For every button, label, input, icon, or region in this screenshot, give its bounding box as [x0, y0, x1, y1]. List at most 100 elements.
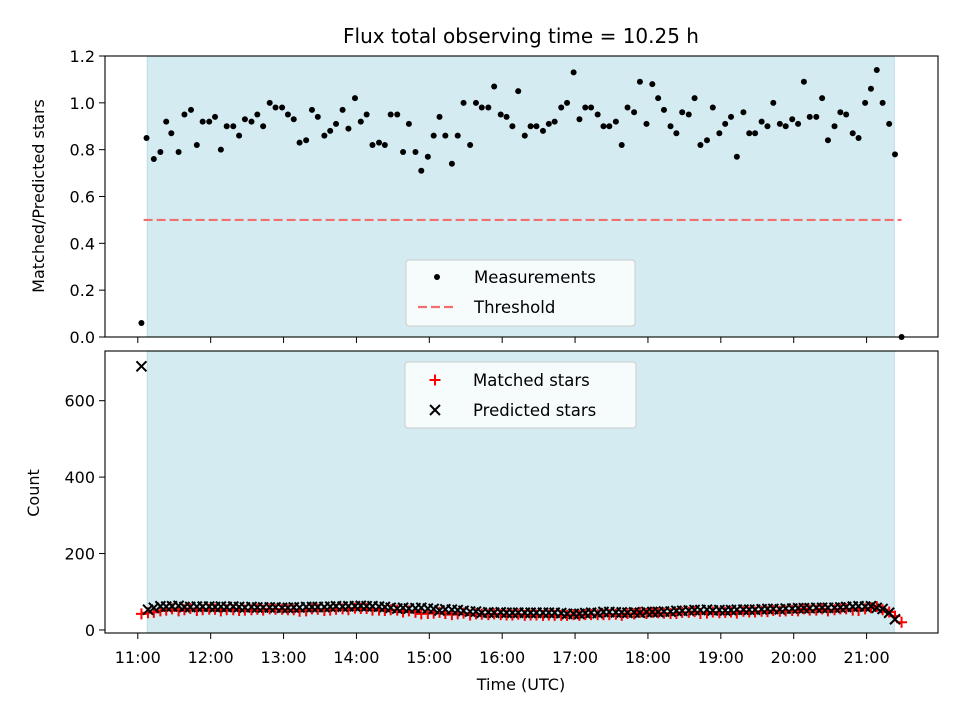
measurement-point — [387, 111, 394, 118]
measurement-point — [539, 127, 546, 134]
measurement-point — [770, 99, 777, 106]
measurement-point — [381, 141, 388, 148]
measurement-point — [582, 104, 589, 111]
measurement-point — [193, 141, 200, 148]
x-tick-label: 14:00 — [333, 648, 379, 667]
measurement-point — [333, 120, 340, 127]
measurement-point — [400, 149, 407, 156]
measurement-point — [862, 99, 869, 106]
measurement-point — [867, 85, 874, 92]
measurement-point — [284, 111, 291, 118]
measurement-point — [236, 132, 243, 139]
matched-star-point — [135, 608, 147, 620]
measurement-point — [782, 123, 789, 130]
top-y-tick-label: 0.0 — [70, 328, 95, 347]
measurement-point — [314, 113, 321, 120]
measurement-point — [478, 104, 485, 111]
measurement-point — [527, 123, 534, 130]
measurement-point — [837, 109, 844, 116]
measurement-point — [892, 151, 899, 158]
measurement-point — [345, 125, 352, 132]
measurement-point — [533, 123, 540, 130]
x-tick-label: 15:00 — [406, 648, 452, 667]
predicted-star-point — [148, 602, 160, 614]
measurement-point — [303, 137, 310, 144]
measurement-point — [442, 132, 449, 139]
measurement-point — [733, 153, 740, 160]
measurement-point — [376, 139, 383, 146]
bottom-legend-box — [404, 361, 637, 429]
measurement-point — [643, 120, 650, 127]
measurement-point — [849, 130, 856, 137]
legend-measurements-label: Measurements — [474, 268, 596, 287]
measurement-point — [254, 111, 261, 118]
measurement-point — [217, 146, 224, 153]
measurement-point — [369, 141, 376, 148]
measurement-point — [290, 116, 297, 123]
measurement-point — [467, 141, 474, 148]
predicted-star-point — [889, 613, 901, 625]
bottom-panel: 11:00 12:00 13:00 14:00 15:00 16:00 17:00 18:00… — [64, 350, 939, 667]
measurement-point — [716, 130, 723, 137]
measurement-point — [558, 104, 565, 111]
measurement-point — [339, 106, 346, 113]
measurement-point — [806, 113, 813, 120]
measurement-point — [199, 118, 206, 125]
measurement-point — [667, 123, 674, 130]
measurement-point — [394, 111, 401, 118]
measurement-point — [764, 123, 771, 130]
measurement-point — [206, 118, 213, 125]
predicted-star-point — [876, 603, 889, 615]
top-y-tick-label: 0.6 — [70, 188, 95, 207]
legend-matched-marker — [429, 374, 441, 386]
measurement-point — [509, 123, 516, 130]
measurement-point — [879, 99, 886, 106]
top-y-tick-label: 0.8 — [70, 141, 95, 160]
top-panel: 0.0 0.2 0.4 0.6 0.8 1.0 1.2 Measurements Thresho… — [70, 47, 939, 347]
measurement-point — [800, 78, 807, 85]
measurement-point — [636, 78, 643, 85]
x-tick-label: 13:00 — [260, 648, 306, 667]
chart-title: Flux total observing time = 10.25 h — [343, 24, 699, 48]
measurement-point — [230, 123, 237, 130]
measurement-point — [758, 118, 765, 125]
measurement-point — [321, 132, 328, 139]
x-tick-label: 19:00 — [698, 648, 744, 667]
measurement-point — [752, 130, 759, 137]
measurement-point — [855, 134, 862, 141]
bottom-y-tick-label: 0 — [85, 621, 95, 640]
measurement-point — [545, 120, 552, 127]
measurement-point — [181, 111, 188, 118]
measurement-point — [168, 130, 175, 137]
measurement-point — [279, 104, 286, 111]
measurement-point — [576, 116, 583, 123]
x-tick-label: 11:00 — [115, 648, 161, 667]
bottom-y-axis-label: Count — [24, 469, 43, 517]
measurement-point — [618, 141, 625, 148]
x-tick-label: 18:00 — [625, 648, 671, 667]
bottom-y-tick-label: 400 — [64, 468, 95, 487]
measurement-point — [564, 99, 571, 106]
measurement-point — [746, 130, 753, 137]
measurement-point — [163, 118, 170, 125]
measurement-point — [697, 141, 704, 148]
measurement-point — [405, 120, 412, 127]
measurement-point — [709, 104, 716, 111]
measurement-point — [412, 149, 419, 156]
measurement-point — [424, 153, 431, 160]
legend-predicted-marker — [429, 404, 441, 416]
measurement-point — [308, 106, 315, 113]
measurement-point — [631, 109, 638, 116]
measurement-point — [594, 111, 601, 118]
measurement-point — [363, 111, 370, 118]
measurement-point — [588, 104, 595, 111]
measurement-point — [296, 139, 303, 146]
measurement-point — [813, 113, 820, 120]
measurement-point — [472, 99, 479, 106]
measurement-point — [703, 137, 710, 144]
bottom-legend: Matched stars Predicted stars — [404, 361, 637, 429]
measurement-point — [223, 123, 230, 130]
measurement-point — [460, 99, 467, 106]
measurement-point — [241, 116, 248, 123]
